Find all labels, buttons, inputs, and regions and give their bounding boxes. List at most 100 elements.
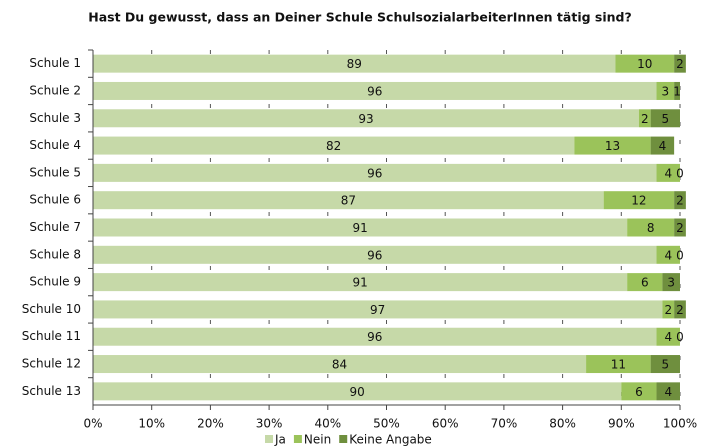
bar-segment bbox=[586, 355, 651, 374]
bar-segment bbox=[656, 245, 680, 264]
data-label: 0 bbox=[676, 166, 684, 180]
data-label: 10 bbox=[637, 57, 652, 71]
y-tick-label: Schule 3 bbox=[29, 111, 81, 125]
data-label: 96 bbox=[367, 166, 382, 180]
x-tick-label: 20% bbox=[197, 417, 224, 431]
bar-segment bbox=[93, 327, 657, 346]
data-label: 97 bbox=[370, 303, 385, 317]
x-tick-label: 80% bbox=[549, 417, 576, 431]
data-label: 8 bbox=[647, 221, 655, 235]
bar-segment bbox=[621, 382, 657, 401]
data-label: 13 bbox=[605, 139, 620, 153]
data-label: 4 bbox=[659, 139, 667, 153]
y-tick-label: Schule 10 bbox=[22, 302, 81, 316]
data-label: 2 bbox=[676, 194, 684, 208]
chart-title: Hast Du gewusst, dass an Deiner Schule S… bbox=[88, 10, 631, 25]
data-label: 1 bbox=[673, 84, 681, 98]
bar-segment bbox=[615, 54, 675, 73]
bar-segment bbox=[674, 81, 680, 100]
x-tick-label: 50% bbox=[373, 417, 400, 431]
data-label: 2 bbox=[676, 303, 684, 317]
data-label: 3 bbox=[667, 276, 675, 290]
y-tick-label: Schule 7 bbox=[29, 220, 81, 234]
data-label: 4 bbox=[664, 248, 672, 262]
y-tick-label: Schule 8 bbox=[29, 247, 81, 261]
bar-segment bbox=[93, 136, 575, 155]
data-label: 2 bbox=[676, 57, 684, 71]
data-label: 12 bbox=[631, 194, 646, 208]
bar-segment bbox=[656, 382, 680, 401]
data-label: 4 bbox=[664, 330, 672, 344]
y-tick-label: Schule 5 bbox=[29, 165, 81, 179]
legend-swatch bbox=[265, 435, 273, 443]
bar-segment bbox=[627, 273, 663, 292]
bar-segment bbox=[650, 355, 680, 374]
y-tick-label: Schule 12 bbox=[22, 357, 81, 371]
data-label: 82 bbox=[326, 139, 341, 153]
y-tick-label: Schule 4 bbox=[29, 138, 81, 152]
data-label: 6 bbox=[641, 276, 649, 290]
x-tick-label: 100% bbox=[663, 417, 697, 431]
bar-segment bbox=[93, 355, 587, 374]
bar-segment bbox=[656, 81, 675, 100]
bar-segment bbox=[650, 109, 680, 128]
data-label: 96 bbox=[367, 84, 382, 98]
data-label: 84 bbox=[332, 358, 347, 372]
data-label: 90 bbox=[350, 385, 365, 399]
data-label: 4 bbox=[664, 166, 672, 180]
bar-segment bbox=[674, 218, 686, 237]
y-tick-label: Schule 2 bbox=[29, 83, 81, 97]
y-tick-label: Schule 13 bbox=[22, 384, 81, 398]
bar-segment bbox=[93, 245, 657, 264]
bar-segment bbox=[93, 218, 628, 237]
bar-segment bbox=[93, 54, 616, 73]
data-label: 0 bbox=[676, 248, 684, 262]
data-label: 91 bbox=[352, 276, 367, 290]
x-tick-label: 90% bbox=[608, 417, 635, 431]
bar-segment bbox=[93, 382, 622, 401]
data-label: 11 bbox=[611, 358, 626, 372]
bar-segment bbox=[627, 218, 675, 237]
data-label: 3 bbox=[662, 84, 670, 98]
bar-segment bbox=[674, 300, 686, 319]
bar-segment bbox=[93, 81, 657, 100]
data-label: 93 bbox=[358, 112, 373, 126]
data-label: 89 bbox=[347, 57, 362, 71]
data-label: 4 bbox=[664, 385, 672, 399]
data-label: 5 bbox=[662, 112, 670, 126]
x-tick-label: 70% bbox=[491, 417, 518, 431]
data-label: 2 bbox=[664, 303, 672, 317]
legend-label: Nein bbox=[304, 433, 331, 447]
bar-segment bbox=[662, 300, 675, 319]
bar-segment bbox=[662, 273, 680, 292]
bar-segment bbox=[603, 191, 675, 210]
legend-swatch bbox=[339, 435, 348, 443]
legend-label: Ja bbox=[274, 433, 286, 447]
y-tick-label: Schule 11 bbox=[22, 329, 81, 343]
bar-segment bbox=[650, 136, 675, 155]
bar-segment bbox=[574, 136, 651, 155]
bar-segment bbox=[656, 163, 680, 182]
x-tick-label: 0% bbox=[83, 417, 102, 431]
x-tick-label: 60% bbox=[432, 417, 459, 431]
data-label: 96 bbox=[367, 330, 382, 344]
data-label: 2 bbox=[676, 221, 684, 235]
data-label: 6 bbox=[635, 385, 643, 399]
bar-segment bbox=[674, 191, 686, 210]
y-tick-label: Schule 1 bbox=[29, 56, 81, 70]
bar-segment bbox=[674, 54, 686, 73]
legend-label: Keine Angabe bbox=[349, 433, 432, 447]
data-label: 91 bbox=[352, 221, 367, 235]
bar-segment bbox=[638, 109, 651, 128]
data-label: 0 bbox=[676, 330, 684, 344]
x-tick-label: 10% bbox=[138, 417, 165, 431]
bar-segment bbox=[93, 300, 663, 319]
legend-swatch bbox=[293, 435, 302, 443]
y-tick-label: Schule 6 bbox=[29, 193, 81, 207]
bar-segment bbox=[93, 273, 628, 292]
x-tick-label: 30% bbox=[256, 417, 283, 431]
bar-segment bbox=[93, 191, 604, 210]
bar-segment bbox=[93, 163, 657, 182]
bar-segment bbox=[93, 109, 639, 128]
y-tick-label: Schule 9 bbox=[29, 275, 81, 289]
